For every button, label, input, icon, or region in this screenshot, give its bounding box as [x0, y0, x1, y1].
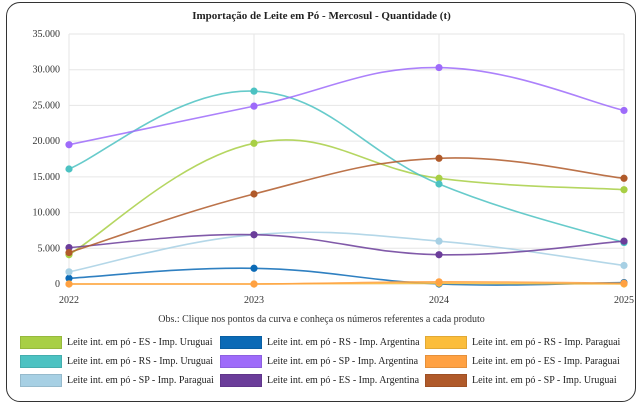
legend-label: Leite int. em pó - ES - Imp. Paraguai [472, 356, 620, 367]
series-line [68, 66, 625, 146]
legend-swatch [20, 336, 62, 349]
series-line [68, 90, 625, 244]
data-point[interactable] [620, 279, 628, 287]
data-point[interactable] [435, 278, 443, 286]
data-point[interactable] [435, 251, 443, 259]
x-tick-label: 2024 [429, 295, 449, 306]
legend-swatch [20, 374, 62, 387]
chart-legend: Leite int. em pó - ES - Imp. Uruguai Leit… [20, 336, 630, 387]
data-point[interactable] [435, 154, 443, 162]
data-point[interactable] [65, 248, 73, 257]
data-point[interactable] [250, 102, 258, 110]
y-tick-label: 10.000 [33, 208, 61, 219]
legend-label: Leite int. em pó - SP - Imp. Paraguai [67, 375, 214, 386]
y-tick-label: 5.000 [38, 243, 61, 254]
chart-note: Obs.: Clique nos pontos da curva e conhe… [158, 314, 485, 325]
data-point[interactable] [65, 141, 73, 149]
legend-item[interactable]: Leite int. em pó - SP - Imp. Uruguai [425, 374, 630, 387]
x-tick-label: 2023 [244, 295, 264, 306]
legend-label: Leite int. em pó - SP - Imp. Argentina [267, 356, 419, 367]
data-point[interactable] [620, 186, 628, 194]
legend-swatch [425, 336, 467, 349]
y-tick-label: 25.000 [33, 100, 61, 111]
legend-item[interactable]: Leite int. em pó - SP - Imp. Paraguai [20, 374, 220, 387]
series-line [68, 139, 625, 256]
legend-swatch [220, 336, 262, 349]
line-chart: 0 5.000 10.000 15.000 20.000 25.000 30.000 35.0… [33, 29, 635, 306]
y-tick-label: 35.000 [33, 29, 61, 40]
y-tick-label: 30.000 [33, 65, 61, 76]
legend-label: Leite int. em pó - ES - Imp. Argentina [267, 375, 420, 386]
data-point[interactable] [65, 243, 73, 252]
legend-label: Leite int. em pó - ES - Imp. Uruguai [67, 337, 213, 348]
x-tick-label: 2022 [59, 295, 79, 306]
data-point[interactable] [250, 231, 258, 239]
series-line [68, 157, 625, 254]
legend-item[interactable]: Leite int. em pó - ES - Imp. Uruguai [20, 336, 220, 349]
legend-item[interactable]: Leite int. em pó - RS - Imp. Uruguai [20, 355, 220, 368]
legend-swatch [425, 374, 467, 387]
data-point[interactable] [435, 63, 443, 72]
data-point[interactable] [250, 87, 258, 95]
data-point[interactable] [620, 106, 628, 115]
data-point[interactable] [435, 174, 443, 182]
data-point[interactable] [435, 237, 443, 245]
legend-swatch [425, 355, 467, 368]
data-point[interactable] [250, 280, 258, 288]
legend-item[interactable]: Leite int. em pó - RS - Imp. Argentina [220, 336, 425, 349]
legend-label: Leite int. em pó - RS - Imp. Uruguai [67, 356, 214, 367]
data-point[interactable] [620, 174, 628, 182]
legend-item[interactable]: Leite int. em pó - ES - Imp. Argentina [220, 374, 425, 387]
legend-item[interactable]: Leite int. em pó - SP - Imp. Argentina [220, 355, 425, 368]
data-point[interactable] [65, 268, 73, 276]
legend-label: Leite int. em pó - RS - Imp. Paraguai [472, 337, 621, 348]
data-point[interactable] [435, 180, 443, 188]
legend-swatch [220, 374, 262, 387]
legend-swatch [220, 355, 262, 368]
legend-label: Leite int. em pó - SP - Imp. Uruguai [472, 375, 617, 386]
data-point[interactable] [250, 190, 258, 198]
chart-title: Importação de Leite em Pó - Mercosul - Q… [192, 10, 451, 22]
chart-card [6, 2, 636, 402]
data-point[interactable] [250, 139, 258, 147]
y-tick-label: 20.000 [33, 136, 61, 147]
y-tick-label: 0 [55, 279, 60, 290]
data-point[interactable] [65, 274, 73, 282]
data-point[interactable] [65, 165, 73, 173]
data-point[interactable] [250, 264, 258, 272]
data-point[interactable] [620, 237, 628, 245]
legend-item[interactable]: Leite int. em pó - ES - Imp. Paraguai [425, 355, 630, 368]
x-tick-label: 2025 [614, 295, 634, 306]
series-line [68, 281, 625, 285]
legend-item[interactable]: Leite int. em pó - RS - Imp. Paraguai [425, 336, 630, 349]
series-line [68, 231, 625, 273]
y-tick-label: 15.000 [33, 172, 61, 183]
legend-label: Leite int. em pó - RS - Imp. Argentina [267, 337, 420, 348]
series-line [68, 233, 625, 256]
data-point[interactable] [65, 280, 73, 288]
legend-swatch [20, 355, 62, 368]
data-point[interactable] [620, 261, 628, 270]
